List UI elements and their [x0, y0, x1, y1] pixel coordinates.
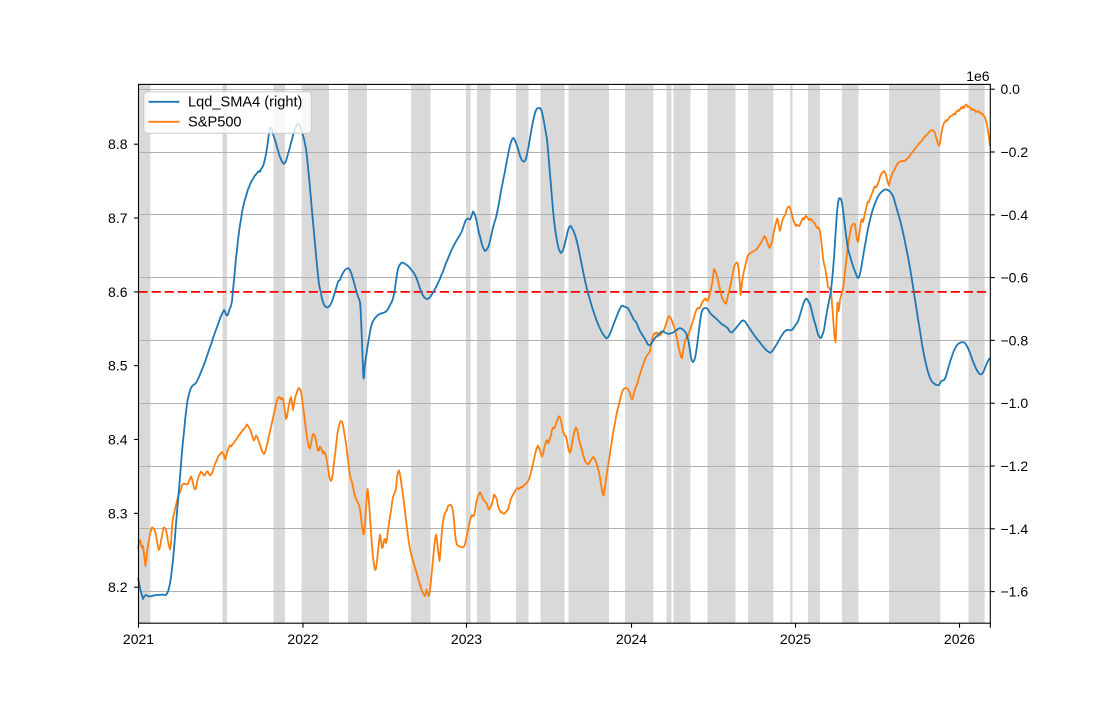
- svg-text:−1.2: −1.2: [1001, 458, 1029, 474]
- svg-text:−0.2: −0.2: [1001, 144, 1029, 160]
- svg-text:2025: 2025: [780, 631, 811, 647]
- svg-text:8.6: 8.6: [108, 284, 128, 300]
- svg-text:−1.4: −1.4: [1001, 521, 1029, 537]
- svg-text:0.0: 0.0: [1001, 81, 1021, 97]
- svg-text:2024: 2024: [616, 631, 647, 647]
- svg-text:S&P500: S&P500: [188, 115, 242, 131]
- svg-text:−0.6: −0.6: [1001, 270, 1029, 286]
- svg-text:1e6: 1e6: [966, 68, 990, 84]
- svg-text:8.5: 8.5: [108, 358, 128, 374]
- svg-text:−1.6: −1.6: [1001, 584, 1029, 600]
- svg-text:8.2: 8.2: [108, 579, 128, 595]
- svg-text:8.4: 8.4: [108, 432, 128, 448]
- svg-text:Lqd_SMA4 (right): Lqd_SMA4 (right): [188, 95, 302, 111]
- svg-text:−1.0: −1.0: [1001, 395, 1029, 411]
- svg-text:8.3: 8.3: [108, 505, 128, 521]
- svg-text:8.8: 8.8: [108, 136, 128, 152]
- svg-text:2023: 2023: [451, 631, 482, 647]
- svg-text:8.7: 8.7: [108, 210, 128, 226]
- svg-text:−0.8: −0.8: [1001, 332, 1029, 348]
- svg-text:2021: 2021: [123, 631, 154, 647]
- svg-text:2026: 2026: [944, 631, 975, 647]
- svg-text:2022: 2022: [287, 631, 318, 647]
- svg-text:−0.4: −0.4: [1001, 207, 1029, 223]
